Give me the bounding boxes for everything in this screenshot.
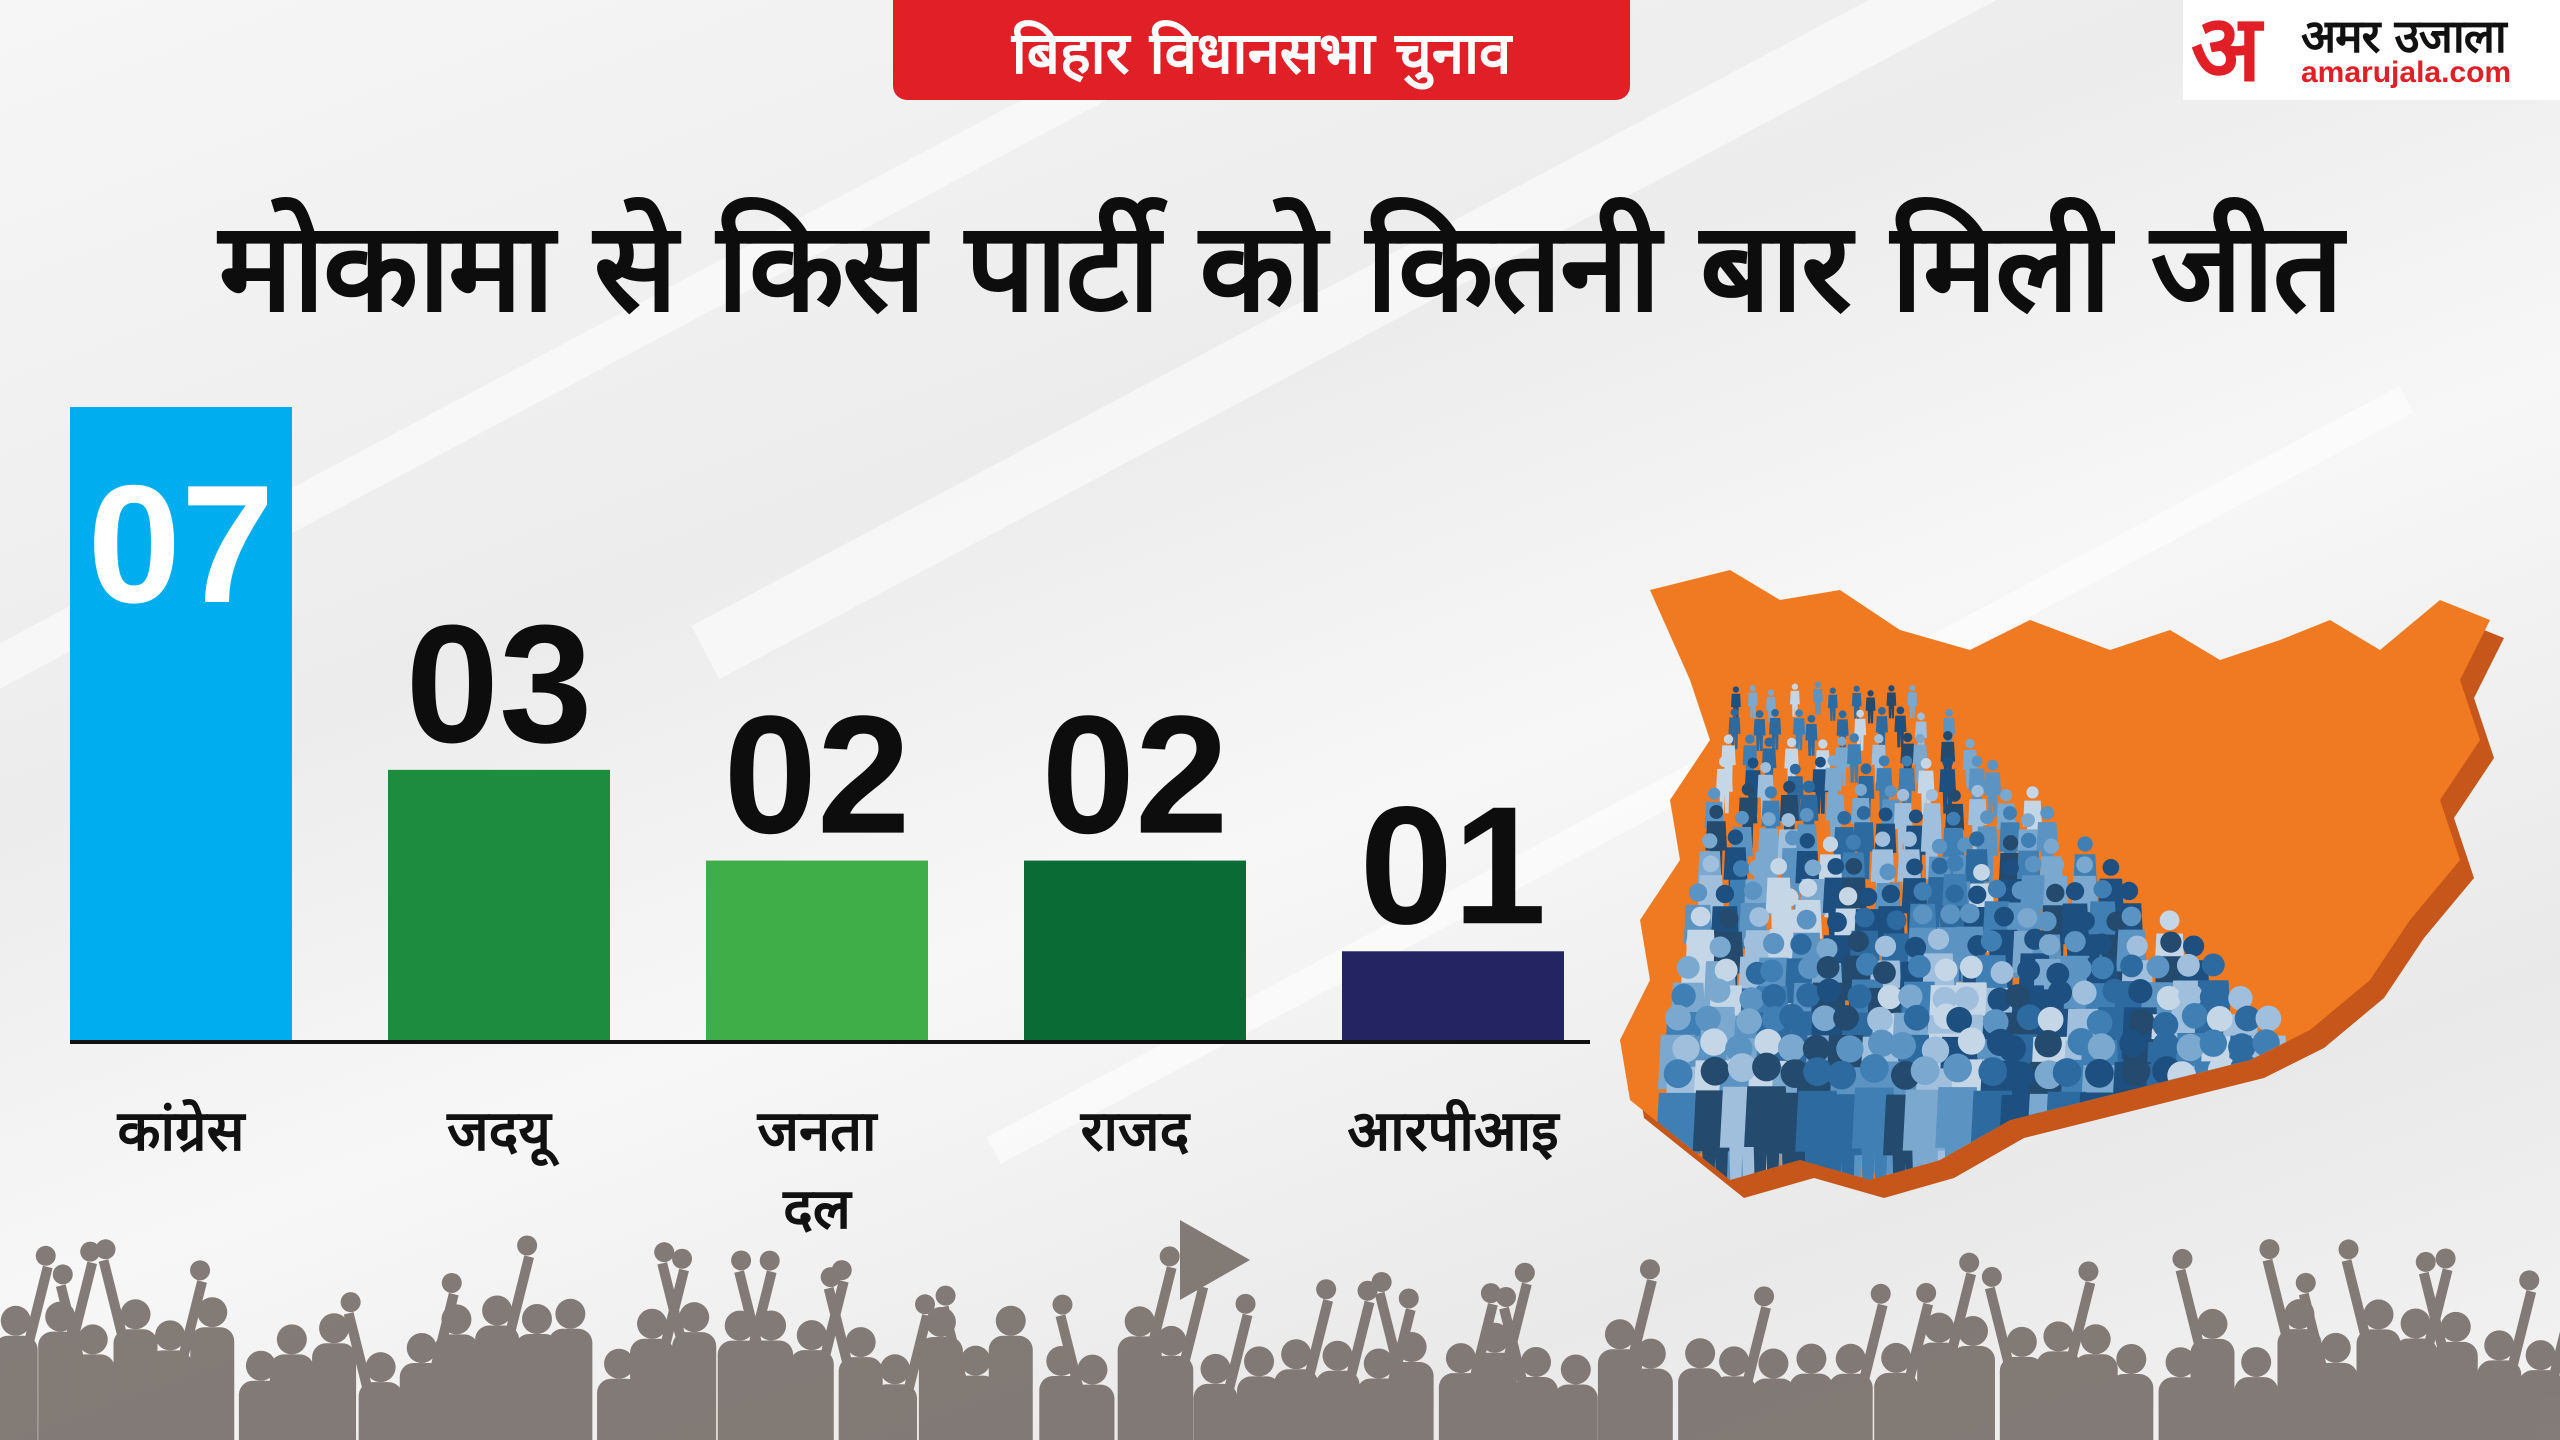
crowd-person [1628, 1338, 1673, 1440]
brand-logo: अ अमर उजाला amarujala.com [2183, 0, 2560, 100]
crowd-person [2172, 1248, 2235, 1440]
crowd-person [269, 1324, 314, 1440]
crowd-person [190, 1297, 235, 1440]
crowd-person [2477, 1270, 2540, 1440]
crowd-person [2338, 1239, 2401, 1440]
person-figure [1805, 714, 1818, 756]
crowd-person [820, 1267, 883, 1440]
person-figure [1819, 1060, 1865, 1180]
crowd-person [340, 1292, 403, 1440]
crowd-person [1751, 1348, 1796, 1440]
crowd-person [1678, 1338, 1723, 1440]
person-figure [1766, 689, 1776, 723]
person-figure [1847, 733, 1862, 783]
person-figure [1748, 685, 1758, 719]
bar-value-label: 02 [724, 681, 911, 869]
brand-mark: अ [2191, 0, 2262, 102]
person-figure [1886, 685, 1897, 719]
person-figure [1827, 687, 1838, 721]
crowd-person [514, 1304, 559, 1440]
bar-value-label: 03 [406, 590, 593, 778]
bar-value-label: 02 [1042, 681, 1229, 869]
crowd-person [1237, 1346, 1282, 1440]
crowd-person [2295, 1272, 2358, 1440]
person-figure [1894, 706, 1907, 748]
person-figure [1854, 709, 1867, 751]
person-figure [1907, 684, 1918, 719]
crowd-person [1950, 1316, 1995, 1440]
category-label: राजद [1080, 1099, 1192, 1164]
header-badge-text: बिहार विधानसभा चुनाव [1011, 18, 1512, 87]
crowd-person [654, 1242, 717, 1440]
crowd-person [1789, 1343, 1834, 1440]
flag-shape [1180, 1220, 1250, 1435]
crowd-person [1193, 1293, 1256, 1440]
crowd-person [2234, 1347, 2279, 1440]
crowd-person [2518, 1300, 2560, 1440]
header-badge: बिहार विधानसभा चुनाव [893, 0, 1630, 100]
person-figure [2273, 1059, 2319, 1180]
crowd-person [52, 1264, 115, 1440]
crowd-person [0, 1245, 56, 1440]
crowd-person [475, 1235, 538, 1440]
person-figure [2249, 1060, 2295, 1180]
bar-1 [388, 769, 610, 1042]
crowd-person [2109, 1344, 2154, 1440]
bihar-map-illustration [1620, 570, 2504, 1198]
category-label: दल [782, 1177, 853, 1242]
crowd-person [2073, 1324, 2118, 1440]
chart-title: मोकामा से किस पार्टी को कितनी बार मिली ज… [218, 196, 2344, 340]
crowd-person [2036, 1261, 2099, 1440]
crowd-figures [1655, 681, 2345, 1180]
crowd-person [1828, 1283, 1891, 1440]
person-figure [1939, 756, 1956, 814]
crowd-silhouette [0, 1220, 2560, 1440]
category-label: आरपीआइ [1347, 1098, 1561, 1164]
bar-2 [706, 860, 928, 1042]
crowd-person [789, 1260, 852, 1440]
crowd-person [2259, 1239, 2322, 1440]
crowd-person [1553, 1354, 1598, 1440]
bar-4 [1342, 951, 1564, 1042]
bar-value-label: 01 [1360, 771, 1547, 959]
crowd-person [434, 1304, 479, 1440]
crowd-person [935, 1285, 998, 1440]
crowd-person [1917, 1252, 1980, 1440]
crowd-person [873, 1294, 936, 1440]
crowd-person [1117, 1246, 1180, 1440]
crowd-person [548, 1298, 593, 1440]
crowd-person [1274, 1279, 1337, 1440]
person-figure [2299, 1054, 2345, 1180]
bar-value-label: 07 [88, 450, 275, 638]
person-figure [1865, 690, 1876, 724]
brand-name: अमर उजाला [2301, 9, 2507, 63]
crowd-person [2393, 1248, 2456, 1440]
crowd-person [148, 1260, 211, 1440]
crowd-person [1712, 1286, 1775, 1440]
crowd-person [1981, 1266, 2044, 1440]
category-label: जदयू [446, 1099, 560, 1167]
crowd-person [1315, 1280, 1378, 1440]
crowd-person [1371, 1271, 1434, 1440]
person-figure [1753, 710, 1766, 751]
category-label: कांग्रेस [117, 1098, 247, 1164]
crowd-person [95, 1239, 158, 1440]
person-figure [1984, 759, 2002, 817]
brand-url: amarujala.com [2301, 56, 2512, 89]
crowd-person [731, 1250, 794, 1440]
crowd-person [1052, 1294, 1115, 1440]
bar-0 [70, 407, 292, 1042]
crowd-person [988, 1305, 1033, 1440]
crowd-person [1496, 1286, 1559, 1440]
bar-3 [1024, 860, 1246, 1042]
crowd-person [1874, 1282, 1937, 1440]
crowd-person [312, 1313, 357, 1440]
crowd-person [2415, 1251, 2478, 1440]
person-figure [1813, 681, 1823, 715]
category-label: जनता [756, 1099, 879, 1164]
